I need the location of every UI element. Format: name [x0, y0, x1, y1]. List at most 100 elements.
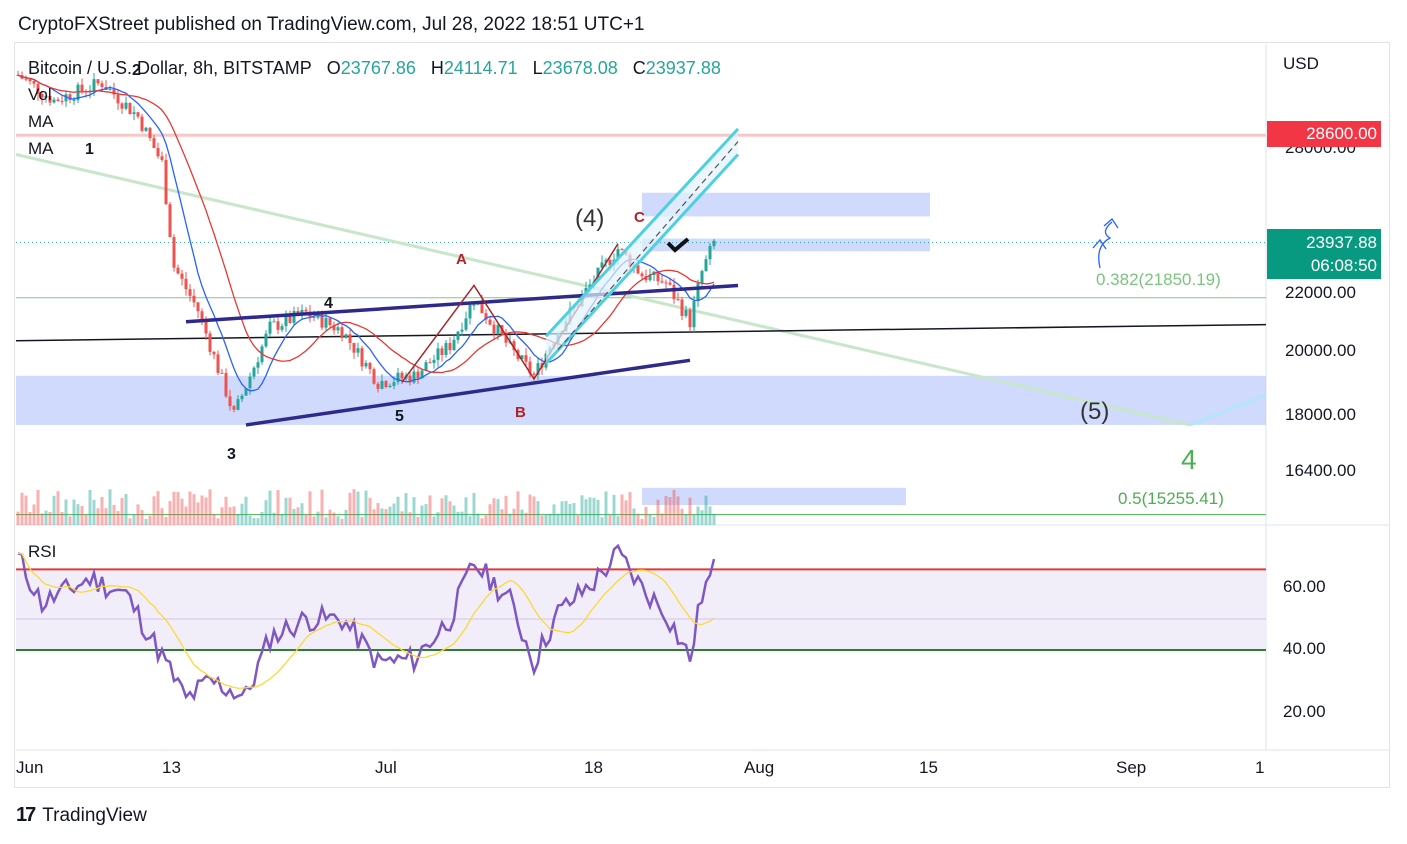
volume-bar	[672, 489, 676, 525]
candle-body	[200, 311, 204, 320]
tradingview-logo-icon: 17	[16, 804, 36, 826]
ma-indicator-label-1[interactable]: MA	[28, 112, 54, 131]
volume-bar	[516, 491, 520, 525]
volume-bar	[524, 512, 528, 525]
candle-body	[120, 103, 124, 109]
symbol-label[interactable]: Bitcoin / U.S. Dollar, 8h, BITSTAMP	[28, 58, 312, 78]
volume-bar	[400, 511, 404, 525]
volume-bar	[116, 511, 120, 525]
candle-body	[536, 363, 540, 375]
candle-body	[644, 276, 648, 281]
candle-body	[668, 282, 672, 285]
currency-label: USD	[1283, 54, 1319, 73]
volume-bar	[284, 497, 288, 525]
volume-bar	[120, 498, 124, 525]
candle-body	[384, 381, 388, 388]
volume-bar	[96, 508, 100, 525]
candle-body	[432, 359, 436, 364]
volume-bar	[320, 489, 324, 525]
triangle-upper-line	[185, 283, 739, 324]
candle-body	[464, 318, 468, 330]
volume-bar	[128, 518, 132, 525]
volume-bar	[656, 499, 660, 525]
volume-bar	[296, 507, 300, 525]
ma-indicator-label-2[interactable]: MA	[28, 139, 54, 158]
volume-bar	[184, 506, 188, 525]
vol-indicator-label[interactable]: Vol	[28, 85, 52, 104]
volume-bar	[376, 503, 380, 525]
candle-body	[344, 334, 348, 338]
candle-body	[456, 331, 460, 340]
volume-bar	[16, 511, 20, 525]
candle-body	[292, 310, 296, 323]
wave-c-label: C	[634, 209, 645, 226]
candle-body	[164, 160, 168, 205]
volume-bar	[180, 498, 184, 525]
volume-bar	[192, 494, 196, 525]
candle-body	[280, 326, 284, 330]
volume-bar	[572, 503, 576, 525]
volume-bar	[472, 492, 476, 525]
volume-bar	[60, 511, 64, 525]
time-tick: Sep	[1116, 758, 1147, 777]
candle-body	[80, 84, 84, 91]
candle-body	[320, 313, 324, 328]
candle-body	[176, 267, 180, 274]
volume-bar	[360, 517, 364, 525]
candle-body	[640, 273, 644, 277]
candle-body	[356, 348, 360, 353]
volume-bar	[536, 501, 540, 525]
volume-bar	[268, 490, 272, 525]
volume-bar	[436, 512, 440, 525]
volume-bar	[648, 514, 652, 525]
candle-body	[332, 325, 336, 331]
volume-bar	[332, 512, 336, 525]
volume-bar	[216, 518, 220, 525]
tradingview-footer[interactable]: 17 TradingView	[16, 804, 147, 827]
volume-bar	[612, 494, 616, 525]
close-value: 23937.88	[645, 58, 721, 78]
candle-body	[100, 83, 104, 87]
volume-bar	[56, 491, 60, 525]
candle-body	[112, 88, 116, 95]
projection-line	[1189, 393, 1267, 427]
volume-bar	[484, 515, 488, 525]
volume-bar	[136, 504, 140, 525]
volume-bar	[632, 508, 636, 525]
candle-body	[708, 246, 712, 260]
volume-bar	[196, 502, 200, 525]
candle-body	[392, 382, 396, 386]
candle-body	[144, 127, 148, 131]
volume-bar	[388, 506, 392, 525]
candle-body	[60, 101, 64, 103]
candle-body	[616, 249, 620, 260]
volume-bar	[488, 504, 492, 525]
candle-body	[660, 281, 664, 283]
candle-body	[196, 302, 200, 312]
volume-bar	[148, 515, 152, 525]
green-wave-4-label: 4	[1181, 444, 1197, 475]
volume-zone	[642, 487, 906, 506]
time-tick: 13	[162, 758, 181, 777]
candle-body	[160, 156, 164, 161]
volume-bar	[248, 515, 252, 525]
candle-body	[520, 355, 524, 360]
high-label: H	[430, 58, 444, 78]
volume-bar	[628, 491, 632, 525]
volume-bar	[212, 513, 216, 525]
candle-body	[252, 367, 256, 377]
candle-body	[636, 265, 640, 274]
arrow-head-icon	[1092, 238, 1107, 250]
rsi-indicator-label[interactable]: RSI	[28, 542, 57, 561]
candle-body	[152, 138, 156, 149]
volume-bar	[84, 515, 88, 525]
volume-bar	[620, 494, 624, 525]
candle-body	[352, 342, 356, 353]
candle-body	[48, 95, 52, 103]
volume-bar	[660, 513, 664, 525]
volume-bar	[208, 489, 212, 525]
volume-bar	[676, 496, 680, 525]
volume-bar	[444, 495, 448, 525]
volume-bar	[412, 497, 416, 525]
